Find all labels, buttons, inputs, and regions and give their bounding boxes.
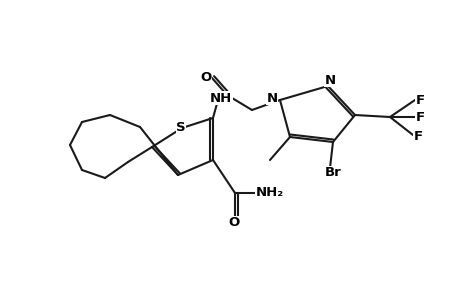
- Text: F: F: [413, 130, 422, 142]
- Text: O: O: [228, 217, 239, 230]
- Text: Br: Br: [324, 167, 341, 179]
- Text: O: O: [200, 70, 211, 83]
- Text: F: F: [414, 110, 424, 124]
- Text: S: S: [176, 121, 185, 134]
- Text: F: F: [414, 94, 424, 106]
- Text: NH: NH: [209, 92, 232, 104]
- Text: N: N: [324, 74, 335, 86]
- Text: N: N: [266, 92, 277, 104]
- Text: NH₂: NH₂: [255, 187, 284, 200]
